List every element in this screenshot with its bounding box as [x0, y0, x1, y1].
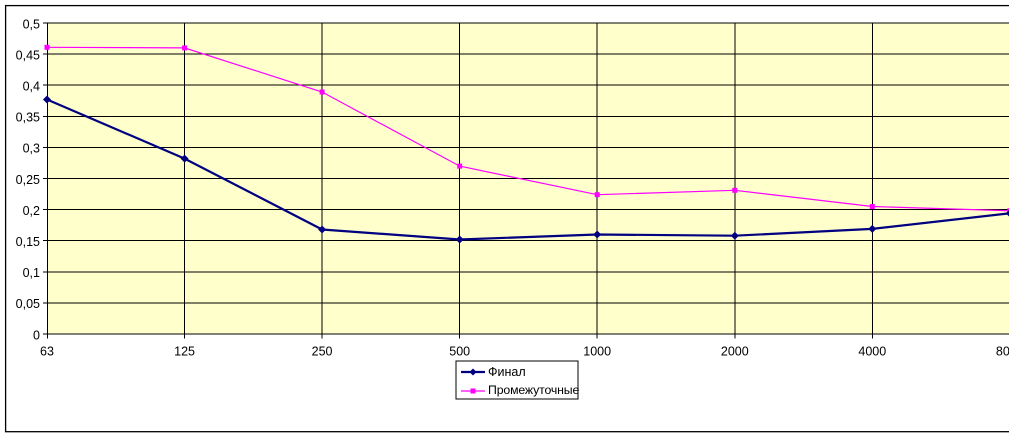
svg-text:0,35: 0,35: [16, 111, 40, 125]
svg-text:0,1: 0,1: [23, 266, 40, 280]
svg-text:1000: 1000: [583, 345, 611, 359]
svg-text:0,5: 0,5: [23, 17, 40, 31]
svg-text:125: 125: [174, 345, 195, 359]
svg-text:Промежуточные: Промежуточные: [488, 383, 579, 397]
svg-text:8000: 8000: [996, 345, 1009, 359]
svg-text:4000: 4000: [858, 345, 886, 359]
svg-text:500: 500: [449, 345, 470, 359]
svg-text:0,45: 0,45: [16, 48, 40, 62]
svg-text:0,15: 0,15: [16, 235, 40, 249]
svg-text:63: 63: [40, 345, 54, 359]
svg-text:0: 0: [33, 328, 40, 342]
svg-text:0,05: 0,05: [16, 297, 40, 311]
svg-text:0,25: 0,25: [16, 173, 40, 187]
svg-text:0,4: 0,4: [23, 80, 40, 94]
svg-text:Финал: Финал: [488, 365, 526, 379]
svg-text:0,2: 0,2: [23, 204, 40, 218]
svg-text:2000: 2000: [721, 345, 749, 359]
svg-text:250: 250: [312, 345, 333, 359]
svg-text:0,3: 0,3: [23, 142, 40, 156]
